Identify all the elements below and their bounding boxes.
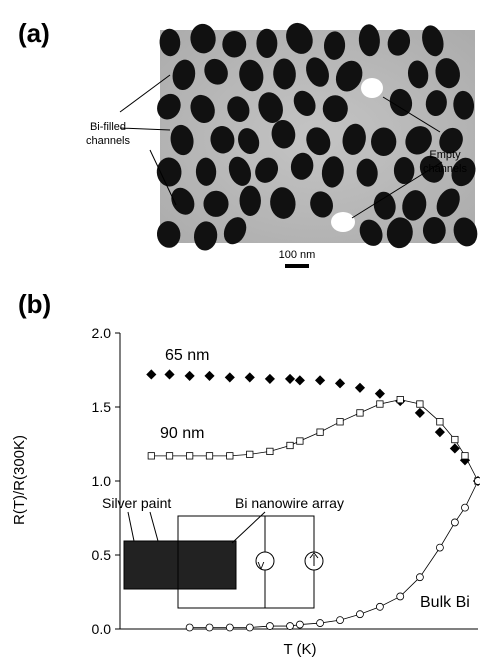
point [336,379,345,388]
filled-label: channels [86,135,131,147]
point [337,419,343,425]
point [436,544,443,551]
filled-label: Bi-filled [90,121,126,133]
inset-pointer [128,512,134,541]
inset-label: Bi nanowire array [235,495,344,511]
point [206,453,212,459]
empty-pore [361,78,383,98]
point [206,624,213,631]
pore [222,31,246,57]
point [417,401,423,407]
point [267,448,273,454]
point [376,603,383,610]
point [355,383,364,392]
point [437,419,443,425]
pore [371,127,396,156]
point [165,370,174,379]
point [225,373,234,382]
point [316,376,325,385]
point [451,519,458,526]
y-axis-label: R(T)/R(300K) [11,435,28,525]
point [205,371,214,380]
panel-label: (a) [18,18,50,48]
point [317,620,324,627]
point [148,453,154,459]
y-tick-label: 1.0 [92,473,112,489]
point [397,396,403,402]
y-tick-label: 2.0 [92,325,112,341]
panel-label: (b) [18,289,51,319]
point [317,429,323,435]
point [265,374,274,383]
point [227,453,233,459]
micrograph [152,19,480,252]
point [356,611,363,618]
chart: V Silver paint Bi nanowire array 0.0 0.5 1… [92,325,480,637]
point [461,504,468,511]
point [296,621,303,628]
point [287,623,294,630]
scale-bar [285,264,309,268]
point [185,371,194,380]
inset-schematic [124,512,323,608]
point [435,428,444,437]
y-tick-label: 0.5 [92,547,112,563]
point [247,451,253,457]
x-axis-label: T (K) [283,641,316,658]
point [245,373,254,382]
point [295,376,304,385]
series-label: 65 nm [165,347,209,364]
point [147,370,156,379]
inset-label: Silver paint [102,495,171,511]
inset-sample [124,541,236,589]
point [415,408,424,417]
point [462,453,468,459]
y-tick-label: 1.5 [92,399,112,415]
point [186,624,193,631]
scale-bar-label: 100 nm [279,249,316,261]
point [377,401,383,407]
point [357,410,363,416]
empty-label: channels [423,163,468,175]
point [475,478,480,485]
point [266,623,273,630]
point [297,438,303,444]
point [337,617,344,624]
inset-v: V [258,561,265,572]
series-label: 90 nm [160,425,204,442]
y-tick-label: 0.0 [92,621,112,637]
series-label: Bulk Bi [420,594,470,611]
point [186,453,192,459]
point [416,574,423,581]
empty-label: Empty [429,149,461,161]
inset-pointer [150,512,158,541]
point [452,436,458,442]
empty-pore [331,212,355,232]
point [166,453,172,459]
figure: (a) Bi-filled channels Empty channels 10… [0,0,480,663]
point [246,624,253,631]
point [226,624,233,631]
point [397,593,404,600]
inset-pointer [232,512,265,543]
point [287,442,293,448]
point [375,389,384,398]
point [286,374,295,383]
pore [323,95,348,122]
